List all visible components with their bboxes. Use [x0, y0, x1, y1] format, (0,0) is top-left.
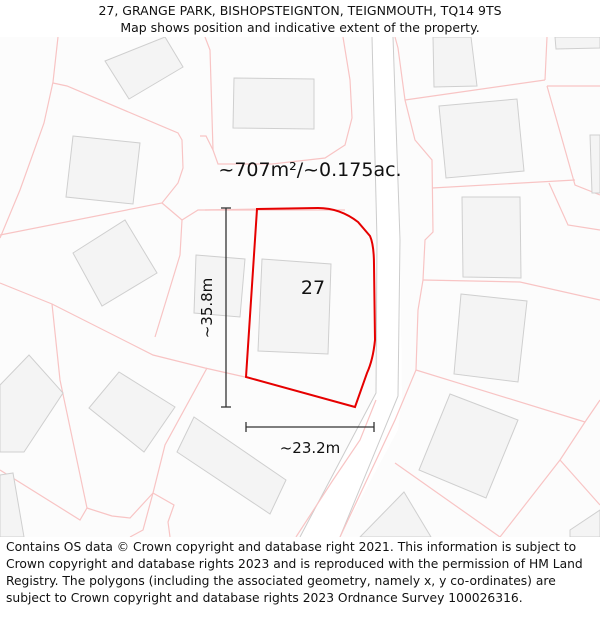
area-label: ~707m²/~0.175ac. [218, 159, 401, 181]
parcel-boundaries [0, 37, 600, 537]
height-measurement [221, 207, 231, 408]
buildings [0, 37, 600, 537]
copyright-notice: Contains OS data © Crown copyright and d… [6, 540, 583, 605]
property-outline[interactable] [244, 206, 377, 409]
width-measurement [245, 422, 375, 432]
map-header: 27, GRANGE PARK, BISHOPSTEIGNTON, TEIGNM… [0, 0, 600, 39]
road [299, 37, 402, 537]
property-map[interactable]: ~707m²/~0.175ac. 27 ~35.8m ~23.2m [0, 37, 600, 537]
width-measure-label: ~23.2m [280, 439, 341, 457]
property-address: 27, GRANGE PARK, BISHOPSTEIGNTON, TEIGNM… [98, 3, 502, 18]
map-subtitle: Map shows position and indicative extent… [120, 20, 480, 35]
plot-number-label: 27 [301, 277, 325, 299]
height-measure-label: ~35.8m [198, 278, 216, 339]
